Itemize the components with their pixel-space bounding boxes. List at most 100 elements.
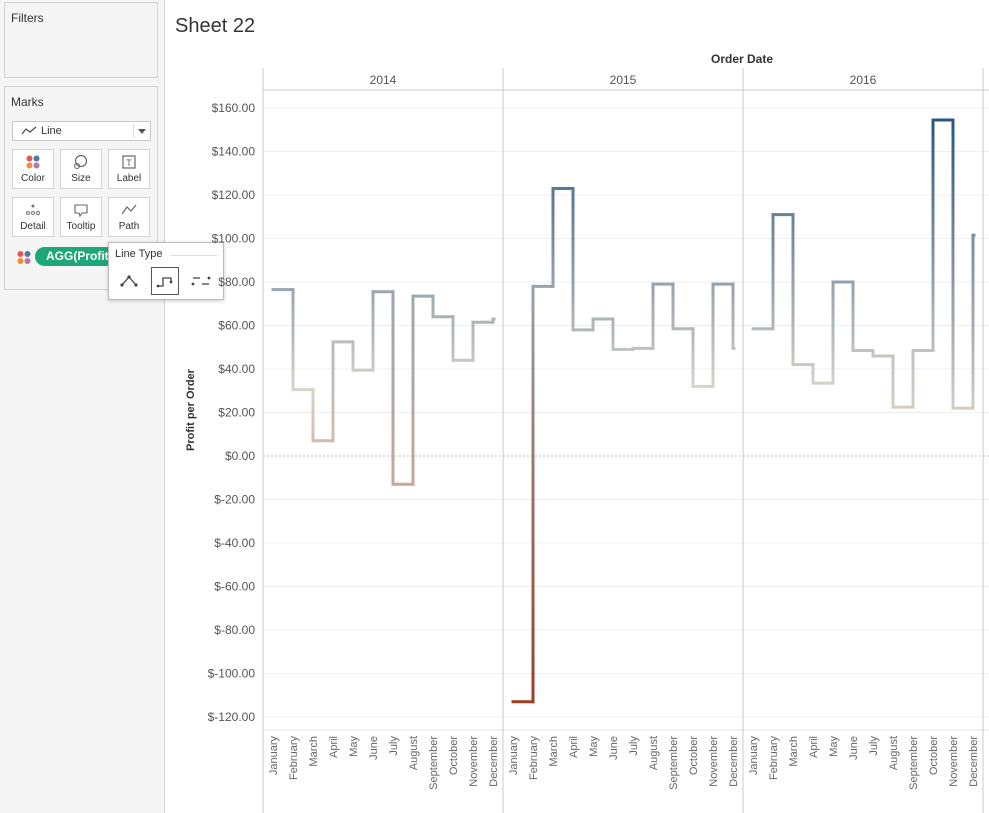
x-axis-ticks: January February March April May June July Augu… [268,736,980,790]
tooltip-label: Tooltip [66,221,96,232]
x-tick-label: October [688,736,700,775]
column-header-order-date: Order Date [711,52,773,66]
x-tick-label: November [468,736,480,787]
y-tick-label: $140.00 [212,145,256,159]
x-tick-label: October [448,736,460,775]
x-tick-label: May [588,736,600,757]
x-tick-label: June [848,736,860,760]
mark-type-label: Line [41,125,62,137]
series-lines [271,118,976,704]
tooltip-button[interactable]: Tooltip [60,197,102,237]
linear-line-icon[interactable] [115,267,143,295]
path-icon [109,202,149,218]
step-line-icon[interactable] [151,267,179,295]
x-tick-label: June [368,736,380,760]
y-tick-label: $60.00 [218,319,255,333]
chevron-down-icon[interactable] [138,129,146,134]
detail-label: Detail [20,221,46,232]
left-pane: Filters Marks Line Color Size [0,0,165,813]
x-tick-label: April [808,736,820,758]
year-headers: 2014 2015 2016 [370,73,877,87]
tooltip-icon [61,202,101,218]
x-tick-label: December [488,736,500,787]
detail-icon [13,202,53,218]
label-icon: T [109,154,149,170]
x-tick-label: August [888,736,900,770]
color-button[interactable]: Color [12,149,54,189]
y-tick-label: $160.00 [212,101,256,115]
x-tick-label: December [728,736,740,787]
color-label: Color [21,173,45,184]
x-tick-label: May [828,736,840,757]
profit-step-chart: Order Date Profit per Order $160.00 $140.… [185,52,989,813]
y-tick-label: $-60.00 [214,580,255,594]
x-tick-label: August [648,736,660,770]
x-tick-label: July [868,736,880,756]
x-tick-label: September [428,736,440,790]
x-tick-label: July [388,736,400,756]
jump-line-icon[interactable] [187,267,215,295]
series-2015 [511,186,736,704]
profit-field-pill[interactable]: AGG(Profit [35,247,115,266]
x-tick-label: August [408,736,420,770]
x-tick-label: January [748,736,760,776]
y-tick-label: $20.00 [218,406,255,420]
dropdown-divider [133,124,134,138]
y-tick-label: $-100.00 [208,667,256,681]
x-tick-label: January [268,736,280,776]
sheet-title: Sheet 22 [175,15,256,37]
panel-frame [262,68,989,813]
mark-type-dropdown[interactable]: Line [12,121,151,141]
year-header-2015: 2015 [610,73,637,87]
x-tick-label: March [308,736,320,767]
x-tick-label: November [708,736,720,787]
label-button[interactable]: T Label [108,149,150,189]
x-tick-label: December [968,736,980,787]
size-label: Size [71,173,91,184]
year-header-2014: 2014 [370,73,397,87]
x-tick-label: April [328,736,340,758]
filters-title: Filters [11,11,44,25]
marks-title: Marks [11,95,44,109]
x-tick-label: January [508,736,520,776]
x-tick-label: September [668,736,680,790]
x-tick-label: February [528,736,540,781]
y-axis-title: Profit per Order [185,368,197,451]
label-label: Label [116,173,142,184]
x-tick-label: June [608,736,620,760]
x-tick-label: September [908,736,920,790]
svg-text:T: T [126,158,132,168]
grid-layer [263,107,989,718]
y-tick-label: $120.00 [212,188,256,202]
x-tick-label: May [348,736,360,757]
x-tick-label: March [548,736,560,767]
x-tick-label: July [628,736,640,756]
y-tick-label: $80.00 [218,275,255,289]
series-2014 [271,288,496,486]
series-2016 [751,118,976,410]
filters-card[interactable]: Filters [4,2,158,78]
line-mark-icon [21,126,37,139]
color-encoding-icon [16,250,32,271]
x-tick-label: March [788,736,800,767]
x-tick-label: April [568,736,580,758]
x-tick-label: November [948,736,960,787]
y-tick-label: $-120.00 [208,710,256,724]
line-type-title: Line Type [115,248,163,260]
path-label: Path [118,221,140,232]
size-button[interactable]: Size [60,149,102,189]
popup-rule [171,255,217,256]
y-tick-label: $-20.00 [214,493,255,507]
line-type-popup: Line Type [108,242,224,300]
color-icon [13,154,53,170]
x-tick-label: October [928,736,940,775]
y-tick-label: $100.00 [212,232,256,246]
detail-button[interactable]: Detail [12,197,54,237]
y-tick-label: $-80.00 [214,623,255,637]
y-tick-label: $40.00 [218,362,255,376]
size-icon [61,154,101,170]
x-tick-label: February [288,736,300,781]
y-tick-label: $0.00 [225,449,255,463]
y-tick-label: $-40.00 [214,536,255,550]
path-button[interactable]: Path [108,197,150,237]
